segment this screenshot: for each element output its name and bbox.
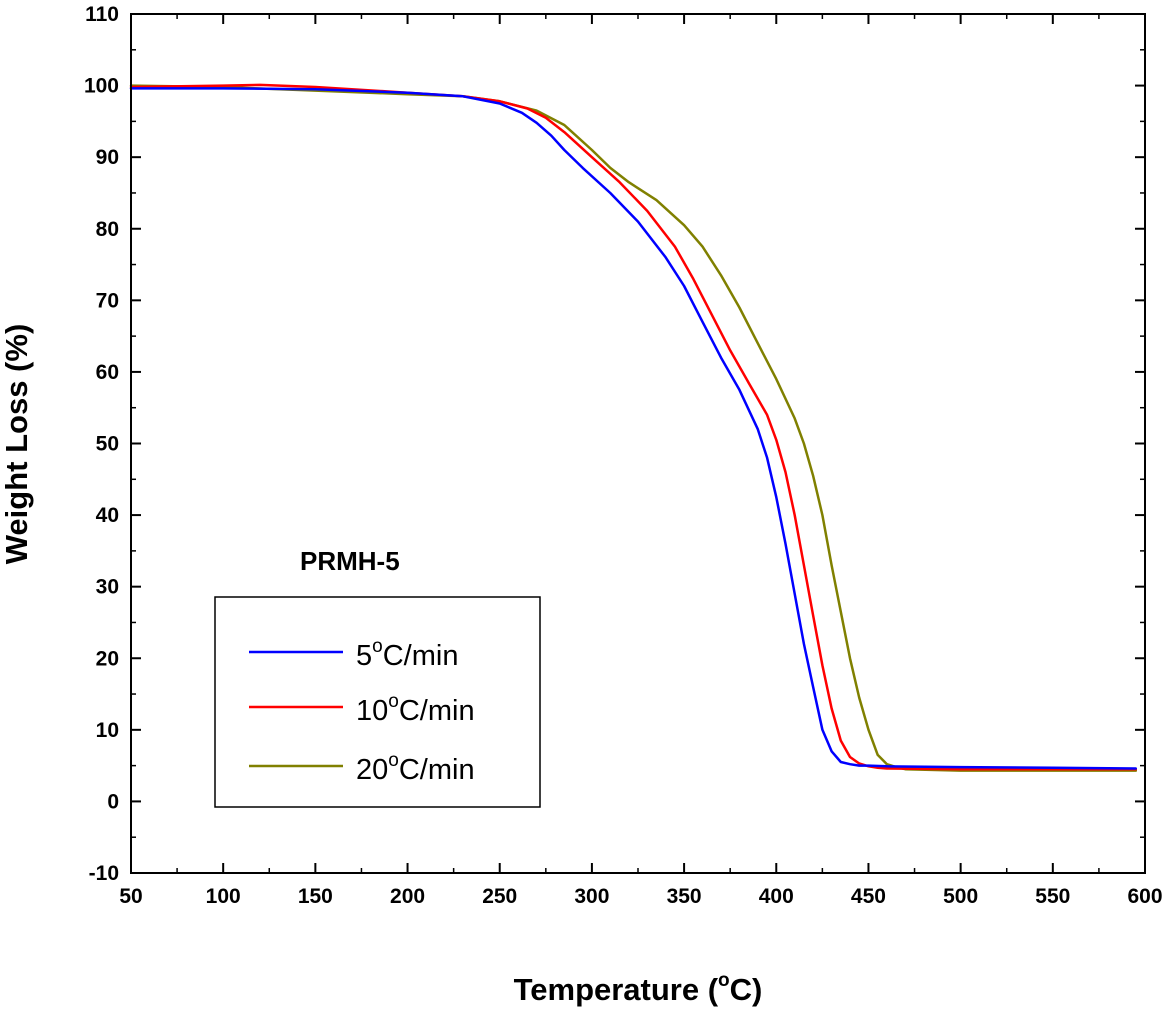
y-tick-label: 110 <box>85 3 119 26</box>
y-tick-label: 10 <box>96 719 119 742</box>
legend: 5oC/min 10oC/min 20oC/min <box>214 596 541 808</box>
y-tick-label: 100 <box>84 75 119 98</box>
y-tick-label: 0 <box>107 790 119 813</box>
x-tick-label: 100 <box>206 885 241 908</box>
x-tick-label: 50 <box>119 885 142 908</box>
plot-frame <box>130 13 1146 874</box>
y-tick-label: 30 <box>96 576 119 599</box>
legend-entry-20: 20oC/min <box>249 750 475 786</box>
y-tick-label: -10 <box>89 862 119 885</box>
y-tick-label: 50 <box>96 433 119 456</box>
series-lines <box>129 83 1138 772</box>
legend-label-5: 5oC/min <box>356 636 458 672</box>
legend-box <box>214 596 541 808</box>
y-tick-label: 60 <box>96 361 119 384</box>
x-tick-label: 150 <box>298 885 333 908</box>
x-tick-label: 500 <box>943 885 978 908</box>
x-tick-label: 200 <box>390 885 425 908</box>
x-tick-label: 450 <box>851 885 886 908</box>
legend-entry-10: 10oC/min <box>249 691 475 727</box>
x-tick-label: 350 <box>667 885 702 908</box>
series-line-5cmin <box>129 87 1138 770</box>
legend-entry-5: 5oC/min <box>249 636 458 672</box>
x-tick-label: 300 <box>574 885 609 908</box>
x-tick-label: 250 <box>482 885 517 908</box>
y-axis-title: Weight Loss (%) <box>0 324 34 565</box>
x-tick-label: 600 <box>1127 885 1162 908</box>
legend-label-10: 10oC/min <box>356 691 475 727</box>
x-axis-title: Temperature (oC) <box>514 970 763 1007</box>
sample-annotation: PRMH-5 <box>300 546 400 576</box>
legend-label-20: 20oC/min <box>356 750 475 786</box>
x-tick-label: 550 <box>1035 885 1070 908</box>
y-tick-label: 80 <box>96 218 119 241</box>
y-tick-label: 20 <box>96 647 119 670</box>
y-tick-label: 40 <box>96 504 119 527</box>
y-tick-label: 70 <box>96 289 119 312</box>
x-tick-label: 400 <box>759 885 794 908</box>
y-tick-label: 90 <box>96 146 119 169</box>
tick-labels: 50 100 150 200 250 300 350 400 450 500 550 600 -10 0 1… <box>84 3 1163 908</box>
